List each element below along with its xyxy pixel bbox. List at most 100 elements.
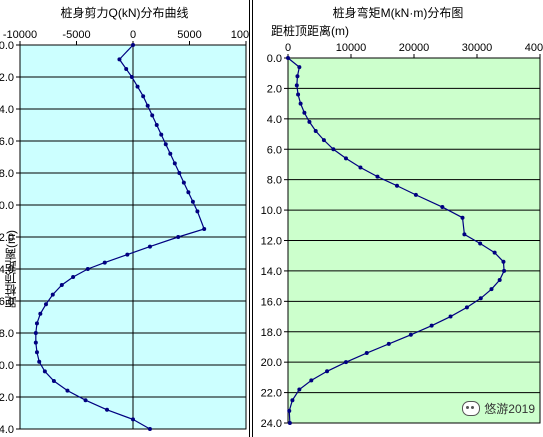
- y-tick-label: 10.0: [261, 205, 282, 217]
- data-point: [190, 199, 195, 204]
- data-point: [386, 341, 391, 346]
- data-point: [147, 244, 152, 249]
- shear-chart-title: 桩身剪力Q(kN)分布曲线: [60, 6, 189, 20]
- data-point: [176, 235, 181, 239]
- data-point: [429, 323, 434, 328]
- x-tick-label: -10000: [3, 29, 37, 41]
- data-point: [460, 215, 465, 220]
- data-point: [181, 180, 186, 185]
- data-point: [65, 388, 70, 393]
- data-point: [286, 56, 290, 60]
- y-tick-label: 24.0: [0, 424, 14, 436]
- data-point: [51, 379, 56, 383]
- data-point: [462, 232, 467, 237]
- moment-chart-panel: 桩身弯矩M(kN·m)分布图 距桩顶距离(m) 0.0 2.0 4.0 6.0 8.0 1…: [252, 0, 543, 437]
- data-point: [33, 340, 38, 345]
- data-point: [287, 408, 292, 413]
- moment-chart-ylabel: 距桩顶距离(m): [271, 24, 349, 38]
- data-point: [177, 171, 182, 175]
- x-tick-label: 40000: [525, 42, 543, 54]
- data-point: [34, 321, 39, 326]
- data-point: [105, 407, 110, 412]
- data-point: [364, 351, 369, 356]
- wechat-icon: [462, 401, 481, 416]
- data-point: [145, 103, 150, 108]
- data-point: [440, 205, 445, 210]
- y-tick-label: 0.0: [267, 53, 282, 65]
- data-point: [294, 83, 299, 88]
- data-point: [502, 268, 507, 273]
- data-point: [202, 227, 207, 231]
- data-point: [287, 421, 292, 425]
- watermark-text: 悠游2019: [484, 402, 535, 416]
- data-point: [125, 252, 130, 257]
- data-point: [186, 190, 191, 195]
- data-point: [448, 314, 453, 319]
- data-point: [135, 84, 140, 89]
- y-tick-label: 14.0: [0, 264, 14, 276]
- data-point: [492, 250, 497, 255]
- data-point: [295, 74, 300, 79]
- data-point: [478, 296, 483, 301]
- y-tick-label: 6.0: [0, 136, 14, 148]
- y-tick-label: 4.0: [0, 104, 14, 116]
- data-point: [83, 398, 88, 403]
- data-point: [131, 43, 135, 47]
- moment-chart-svg: 0.0 2.0 4.0 6.0 8.0 10.0 12.0 14.0 16.0 18.0 20.0 2…: [261, 42, 543, 430]
- data-point: [394, 183, 399, 188]
- y-tick-label: 12.0: [261, 236, 282, 248]
- y-tick-label: 16.0: [261, 296, 282, 308]
- y-tick-label: 2.0: [0, 72, 14, 84]
- data-point: [296, 92, 301, 97]
- data-point: [375, 174, 380, 179]
- x-tick-label: -5000: [62, 29, 90, 41]
- x-tick-label: 20000: [399, 42, 430, 54]
- data-point: [34, 350, 39, 355]
- x-tick-label: 0: [130, 29, 136, 41]
- y-tick-label: 22.0: [0, 392, 14, 404]
- data-point: [33, 331, 38, 335]
- data-point: [413, 192, 418, 197]
- watermark: 悠游2019: [462, 400, 535, 417]
- y-tick-label: 18.0: [0, 328, 14, 340]
- data-point: [307, 119, 312, 124]
- data-point: [358, 165, 363, 170]
- data-point: [154, 123, 159, 127]
- x-tick-label: 10000: [231, 29, 249, 41]
- data-point: [163, 142, 168, 147]
- data-point: [71, 275, 76, 279]
- y-tick-label: 18.0: [261, 327, 282, 339]
- data-point: [302, 110, 307, 115]
- data-point: [43, 302, 48, 307]
- data-point: [129, 75, 134, 79]
- data-point: [59, 283, 64, 287]
- data-point: [37, 359, 42, 364]
- y-tick-label: 0.0: [0, 40, 14, 52]
- data-point: [313, 129, 318, 133]
- data-point: [464, 305, 469, 310]
- data-point: [297, 387, 302, 392]
- data-point: [147, 427, 152, 431]
- data-point: [489, 287, 494, 292]
- x-tick-label: 5000: [177, 29, 201, 41]
- shear-chart-svg: 0.0 2.0 4.0 6.0 8.0 10.0 12.0 14.0 16.0 18.0 20.0 2…: [0, 29, 249, 436]
- data-point: [331, 147, 336, 152]
- data-point: [131, 417, 135, 422]
- y-tick-label: 4.0: [267, 114, 282, 126]
- x-tick-label: 0: [285, 42, 291, 54]
- data-point: [501, 259, 506, 264]
- y-tick-label: 20.0: [261, 357, 282, 369]
- data-point: [321, 138, 326, 143]
- data-point: [309, 378, 314, 383]
- data-point: [102, 260, 107, 265]
- data-point: [195, 209, 200, 214]
- y-tick-label: 12.0: [0, 232, 14, 244]
- data-point: [172, 161, 177, 166]
- data-point: [325, 369, 330, 374]
- data-point: [478, 241, 483, 246]
- shear-chart-panel: 桩身剪力Q(kN)分布曲线 距桩顶距离(m) 0.02.04.06.08.010…: [0, 0, 250, 437]
- y-tick-label: 14.0: [261, 266, 282, 278]
- x-tick-label: 10000: [336, 42, 367, 54]
- data-point: [38, 311, 43, 316]
- y-tick-label: 6.0: [267, 144, 282, 156]
